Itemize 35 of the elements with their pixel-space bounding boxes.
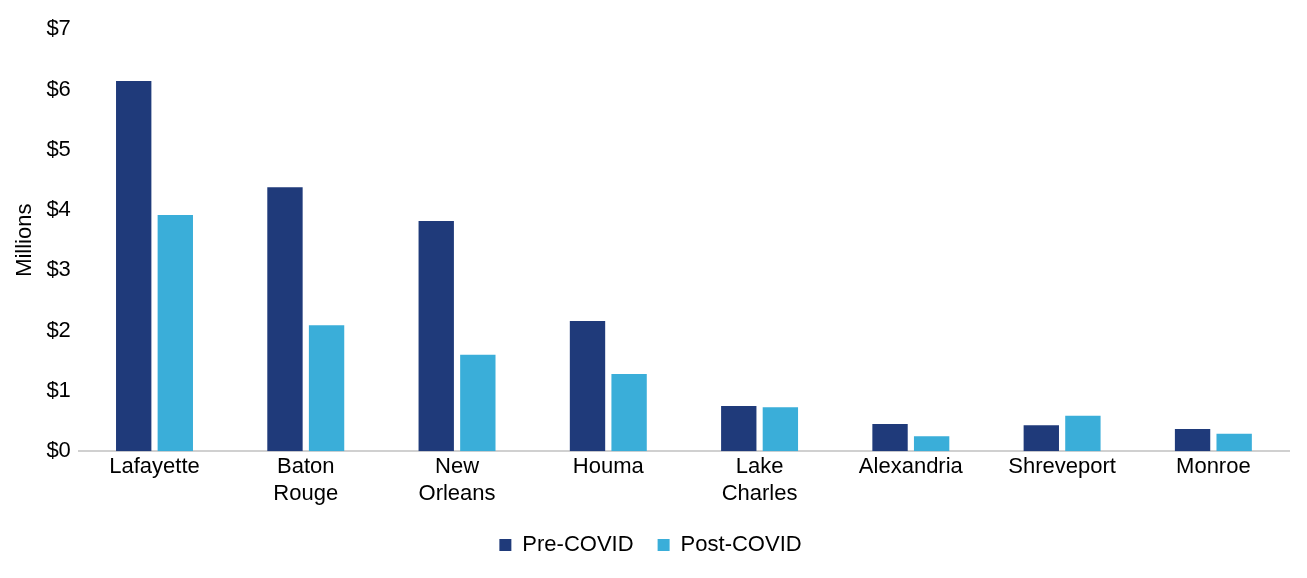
bar [1174,428,1211,452]
y-tick-label: $5 [46,135,71,161]
x-tick-label: Monroe [1176,453,1251,479]
y-tick-label: $0 [46,437,71,463]
bar [872,424,908,452]
x-tick-label: Alexandria [858,453,964,479]
y-tick-label: $4 [46,196,71,222]
y-tick-label: $6 [46,75,71,101]
y-axis-title: Millions [11,203,37,277]
bar [418,220,454,452]
bar [721,405,757,452]
legend-label: Pre-COVID [522,531,634,557]
bar [267,187,303,452]
x-tick-label: Shreveport [1008,453,1116,479]
bar [157,214,193,452]
bar [913,436,950,452]
y-tick-label: $7 [46,15,71,41]
x-tick-label: Lafayette [109,453,200,479]
bar [1216,433,1252,452]
bar [308,325,345,452]
x-tick-label: New Orleans [418,453,496,505]
legend-label: Post-COVID [680,531,802,557]
bar [611,374,647,452]
bar [1023,425,1059,452]
x-tick-label: Houma [572,453,645,479]
bar [762,407,799,452]
bar [569,320,606,452]
y-tick-label: $1 [46,376,71,402]
bar [116,81,152,452]
bar [1065,415,1101,452]
x-tick-label: Lake Charles [721,453,798,505]
y-tick-label: $3 [46,256,71,282]
bar [460,354,496,452]
x-tick-label: Baton Rouge [273,453,339,505]
y-tick-label: $2 [46,316,71,342]
